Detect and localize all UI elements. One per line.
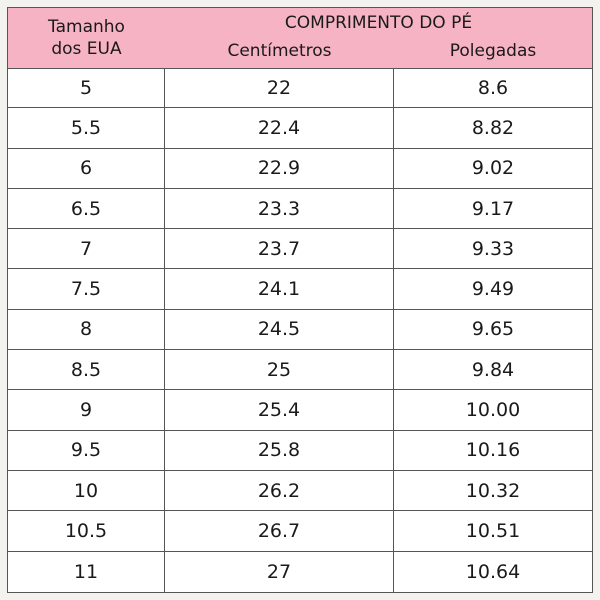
inches-cell: 8.6	[477, 76, 509, 99]
inches-cell: 10.16	[465, 439, 521, 462]
header-us-size-line1: Tamanho	[48, 17, 125, 37]
centimeters-cell: 22.9	[165, 148, 394, 188]
table-row: 7 23.7 9.33	[8, 229, 592, 270]
us-size-cell: 9	[8, 390, 165, 430]
us-size-cell: 9.5	[8, 430, 165, 470]
centimeters-cell: 26.7	[165, 511, 394, 551]
header-foot-length: COMPRIMENTO DO PÉ	[284, 13, 473, 33]
inches-cell: 10.51	[465, 519, 521, 542]
inches-cell: 9.65	[471, 318, 515, 341]
table-row: 6 22.9 9.02	[8, 148, 592, 189]
centimeters-cell: 24.1	[165, 269, 394, 309]
inches-cell: 10.32	[465, 479, 521, 502]
us-size-cell: 11	[8, 551, 165, 592]
centimeters-cell: 26.2	[165, 470, 394, 511]
inches-cell: 9.02	[471, 157, 515, 180]
inches-cell: 10.64	[465, 560, 521, 583]
inches-cell: 9.84	[471, 358, 515, 381]
us-size-cell: 5.5	[8, 108, 165, 148]
us-size-cell: 7	[8, 229, 165, 269]
centimeters-cell: 25.8	[165, 430, 394, 470]
centimeters-cell: 22.4	[165, 108, 394, 148]
header-us-size-line2: dos EUA	[51, 39, 122, 59]
table-row: 6.5 23.3 9.17	[8, 188, 592, 230]
inches-cell: 8.82	[471, 116, 515, 139]
us-size-cell: 6	[8, 148, 165, 188]
us-size-cell: 8	[8, 309, 165, 350]
us-size-cell: 8.5	[8, 350, 165, 390]
inches-cell: 9.49	[471, 278, 515, 301]
centimeters-cell: 23.3	[165, 188, 394, 229]
inches-cell: 9.17	[471, 197, 515, 220]
header-centimeters: Centímetros	[227, 41, 332, 61]
us-size-cell: 6.5	[8, 188, 165, 229]
table-row: 9 25.4 10.00	[8, 390, 592, 431]
inches-cell: 10.00	[465, 399, 521, 422]
size-chart-table: Tamanho dos EUA COMPRIMENTO DO PÉ Centím…	[7, 7, 593, 593]
table-row: 7.5 24.1 9.49	[8, 269, 592, 310]
centimeters-cell: 24.5	[165, 309, 394, 350]
centimeters-cell: 25	[165, 350, 394, 390]
table-row: 8.5 25 9.84	[8, 350, 592, 391]
us-size-cell: 5	[8, 68, 165, 108]
header-inches: Polegadas	[449, 41, 537, 61]
us-size-cell: 10	[8, 470, 165, 511]
table-row: 5.5 22.4 8.82	[8, 108, 592, 149]
us-size-cell: 10.5	[8, 511, 165, 551]
table-row: 10.5 26.7 10.51	[8, 511, 592, 552]
table-row: 5 22 8.6	[8, 68, 592, 109]
centimeters-cell: 22	[165, 68, 394, 108]
inches-cell: 9.33	[471, 237, 515, 260]
table-row: 10 26.2 10.32	[8, 470, 592, 512]
table-row: 9.5 25.8 10.16	[8, 430, 592, 471]
us-size-cell: 7.5	[8, 269, 165, 309]
header-us-size: Tamanho dos EUA	[8, 8, 165, 68]
table-row: 8 24.5 9.65	[8, 309, 592, 351]
centimeters-cell: 23.7	[165, 229, 394, 269]
centimeters-cell: 27	[165, 551, 394, 592]
table-body: 5 22 8.6 5.5 22.4 8.82 6 22.9 9.02 6.5 23.3 9.17 7 23…	[8, 68, 592, 592]
table-header: Tamanho dos EUA COMPRIMENTO DO PÉ Centím…	[8, 8, 592, 69]
table-row: 11 27 10.64	[8, 551, 592, 592]
centimeters-cell: 25.4	[165, 390, 394, 430]
